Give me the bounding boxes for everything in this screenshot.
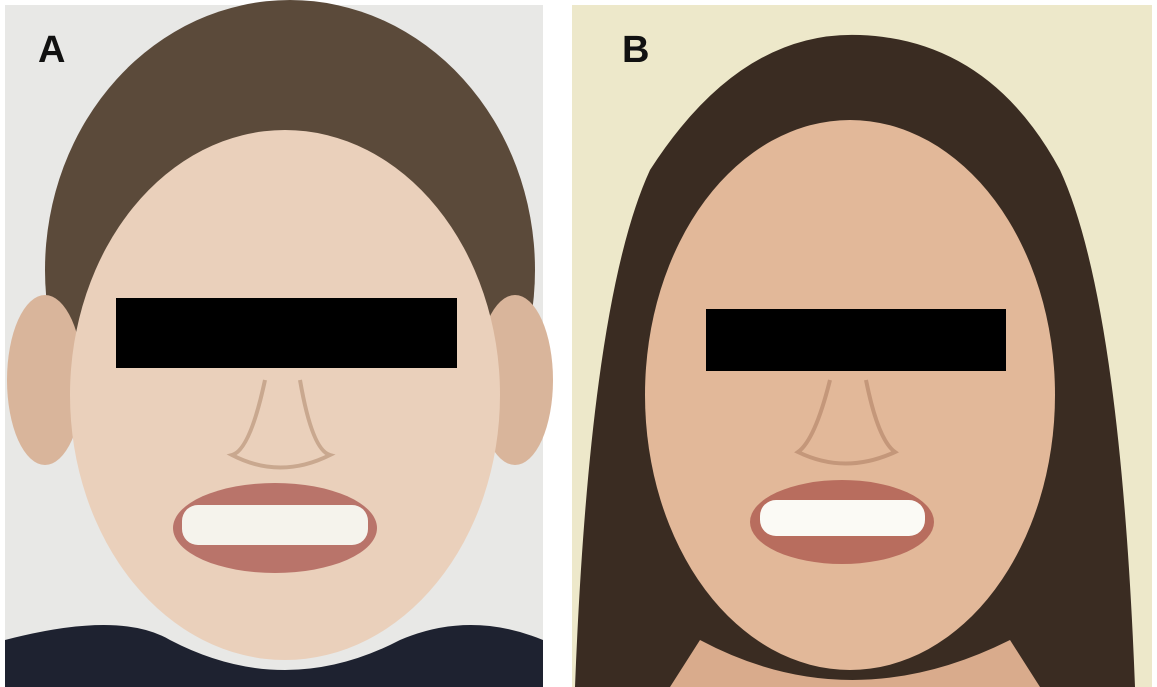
face: [645, 120, 1055, 670]
panel-a: A: [5, 0, 553, 687]
figure: A B: [0, 0, 1157, 687]
page: {"panels": [{"label": "A"}, {"label": "B…: [0, 0, 1157, 687]
eye-bar: [116, 298, 457, 368]
panel-b: B: [572, 5, 1152, 687]
panel-label: B: [622, 29, 649, 71]
panel-label: A: [38, 29, 65, 71]
teeth: [760, 500, 925, 536]
face: [70, 130, 500, 660]
eye-bar: [706, 309, 1006, 371]
teeth: [182, 505, 368, 545]
